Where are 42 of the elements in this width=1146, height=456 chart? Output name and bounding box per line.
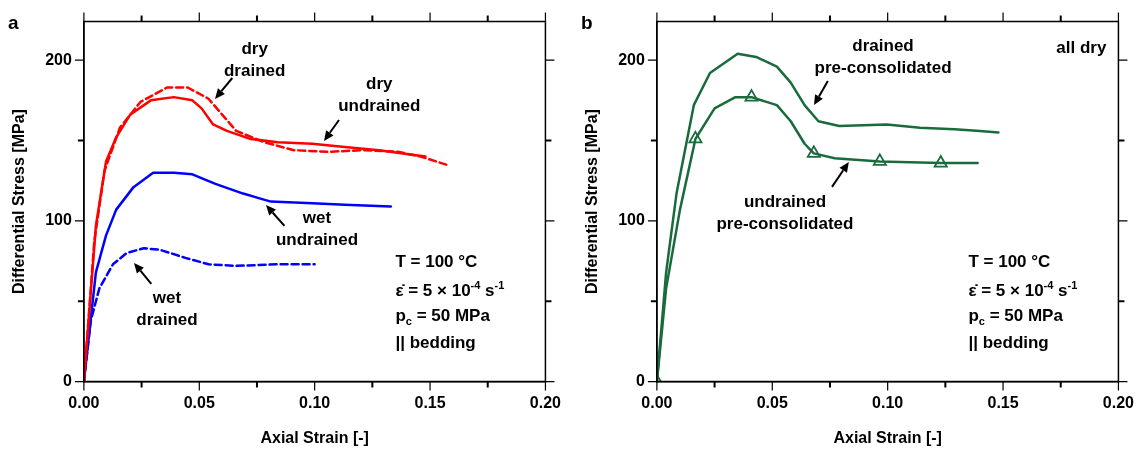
x-tick-label: 0.05 <box>183 393 215 411</box>
annotation: || bedding <box>395 332 476 353</box>
point <box>872 153 887 166</box>
x-tick-label: 0.10 <box>872 393 904 411</box>
annotation: T = 100 °C <box>968 251 1051 272</box>
annotation: ε̇ = 5 × 10$^{-4}$ s$^{-1}$ <box>968 278 1078 301</box>
point <box>744 89 759 102</box>
point <box>806 145 821 158</box>
series-label: dry drained <box>223 38 286 80</box>
y-tick-label: 100 <box>45 211 72 229</box>
series-label: drained pre-consolidated <box>814 36 952 78</box>
annotation: all dry <box>1056 37 1107 58</box>
x-tick-label: 0.15 <box>987 393 1019 411</box>
x-tick-label: 0.20 <box>1102 393 1135 411</box>
x-axis-title: Axial Strain [-] <box>260 428 369 446</box>
chart-title: b <box>581 11 593 33</box>
annotation: ε̇ = 5 × 10$^{-4}$ s$^{-1}$ <box>395 278 505 301</box>
y-axis-title: Differential Stress [MPa] <box>583 109 601 295</box>
annotation: p$_{c}$ = 50 MPa <box>968 305 1063 327</box>
x-axis-title: Axial Strain [-] <box>833 428 942 446</box>
series-label: undrained pre-consolidated <box>716 191 854 233</box>
x-tick-label: 0.15 <box>414 393 446 411</box>
y-tick-label: 0 <box>635 372 645 390</box>
annotation: p$_{c}$ = 50 MPa <box>395 305 490 327</box>
x-tick-label: 0.10 <box>299 393 331 411</box>
series-label: wet drained <box>136 287 198 329</box>
x-tick-label: 0.05 <box>756 393 788 411</box>
y-axis-title: Differential Stress [MPa] <box>10 109 28 295</box>
y-tick-label: 200 <box>45 50 72 68</box>
chart-title: a <box>8 11 19 33</box>
x-tick-label: 0.00 <box>68 393 100 411</box>
point <box>688 131 703 144</box>
y-tick-label: 0 <box>62 372 72 390</box>
series-label: wet undrained <box>275 207 359 249</box>
x-tick-label: 0.00 <box>641 393 673 411</box>
y-tick-label: 200 <box>618 50 645 68</box>
x-tick-label: 0.20 <box>529 393 562 411</box>
annotation: T = 100 °C <box>395 251 478 272</box>
series-label: dry undrained <box>338 74 421 116</box>
annotation: || bedding <box>968 332 1049 353</box>
point <box>933 155 948 168</box>
y-tick-label: 100 <box>618 211 645 229</box>
